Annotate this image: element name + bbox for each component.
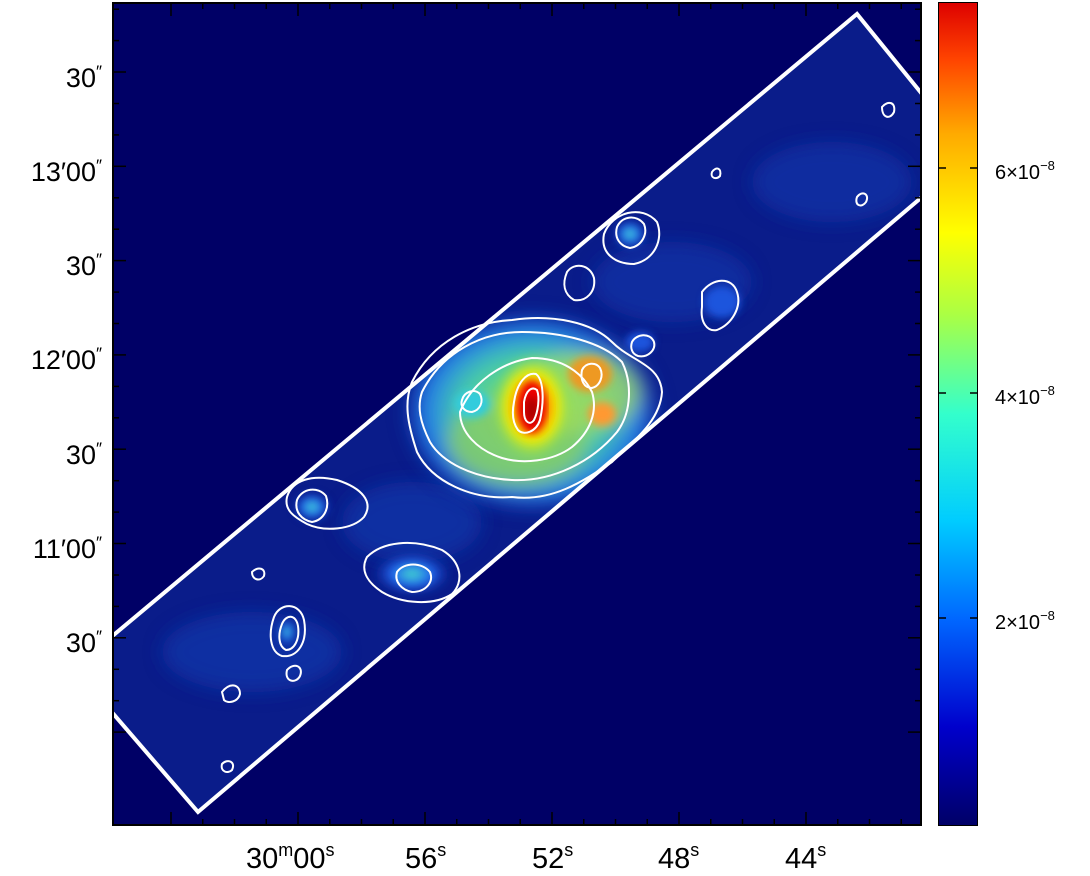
map-frame (112, 2, 922, 826)
colorbar-label: 6×10−8 (995, 158, 1055, 184)
intensity-map (112, 2, 922, 826)
strip-outline-lower (112, 195, 922, 815)
colorbar (938, 2, 978, 826)
y-tick-label: 30″ (65, 62, 102, 93)
colorbar-gradient (938, 2, 978, 826)
y-tick-label: 13′00″ (30, 156, 102, 187)
x-tick-label: 48s (658, 840, 700, 875)
strip-outline (112, 11, 922, 639)
y-tick-label: 30″ (65, 250, 102, 281)
y-tick-label: 30″ (65, 627, 102, 658)
y-tick-label: 12′00″ (30, 344, 102, 375)
colorbar-ticks (938, 167, 978, 619)
x-tick-label: 30m00s (246, 840, 335, 875)
contour-lines (220, 101, 896, 773)
axis-ticks (112, 2, 922, 826)
x-tick-label: 52s (532, 840, 574, 875)
y-tick-label: 11′00″ (32, 533, 102, 564)
x-tick-label: 44s (785, 840, 827, 875)
colorbar-label: 2×10−8 (995, 608, 1055, 634)
y-tick-label: 30″ (65, 439, 102, 470)
x-tick-label: 56s (405, 840, 447, 875)
colorbar-label: 4×10−8 (995, 383, 1055, 409)
